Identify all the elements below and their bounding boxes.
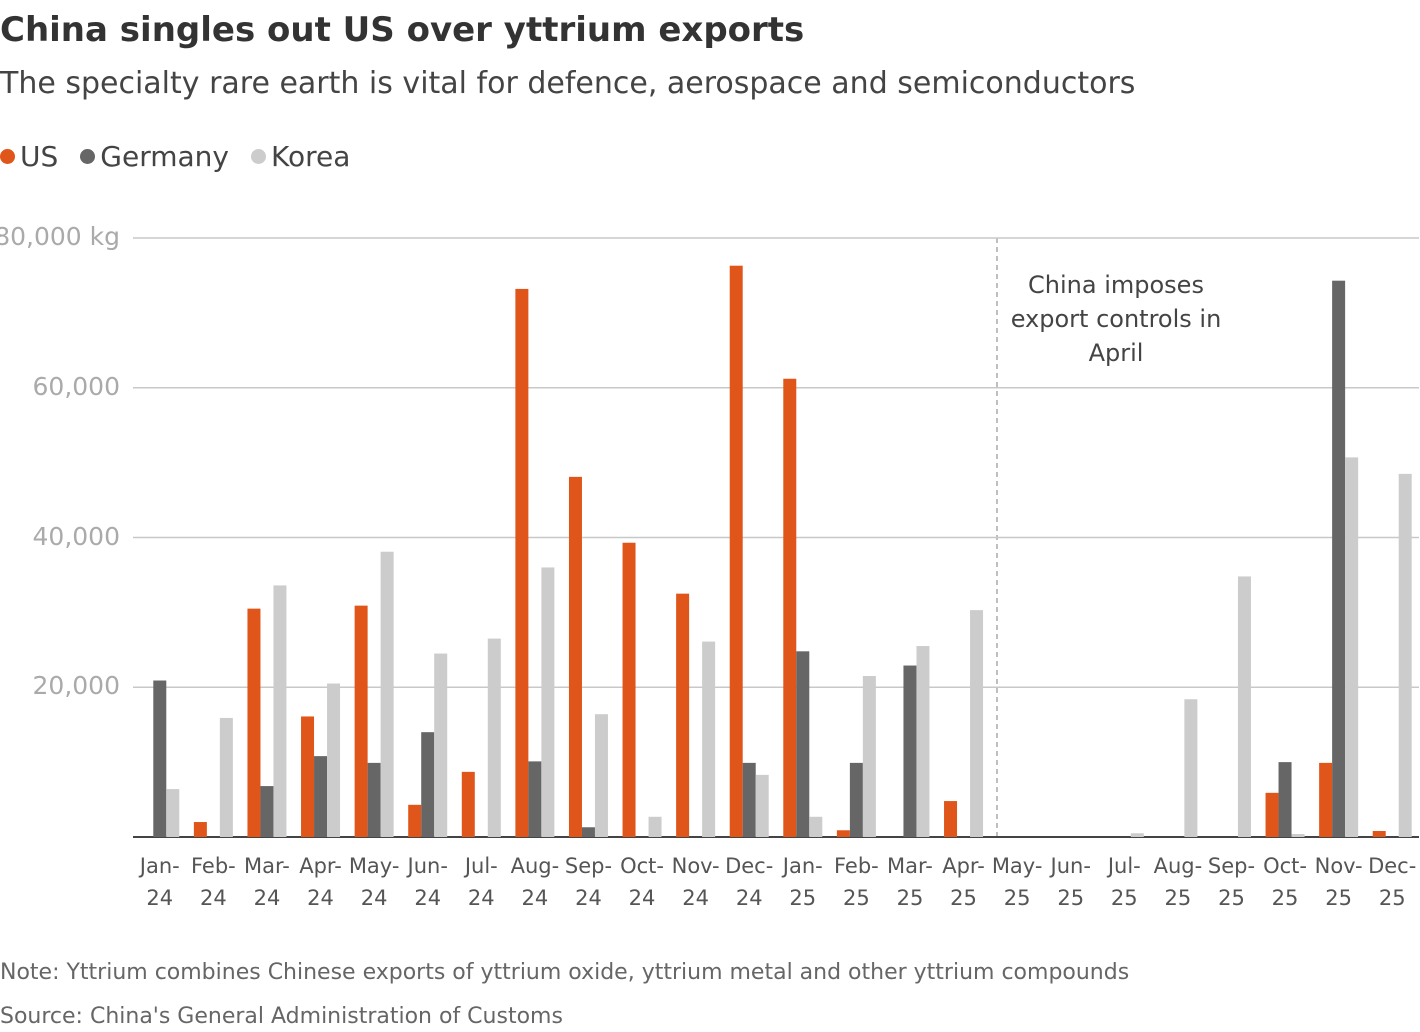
bar bbox=[301, 716, 315, 837]
bar bbox=[796, 651, 810, 837]
x-tick-label: Apr- 25 bbox=[942, 854, 985, 910]
y-tick-label: 60,000 bbox=[32, 371, 120, 401]
bar bbox=[903, 665, 917, 837]
legend-label: Germany bbox=[100, 140, 229, 173]
legend-item: Korea bbox=[250, 140, 351, 173]
x-tick-label: Oct- 25 bbox=[1263, 854, 1307, 910]
bar bbox=[862, 676, 876, 837]
bar bbox=[380, 551, 394, 837]
x-tick-label: Sep- 25 bbox=[1207, 854, 1256, 910]
y-tick-label: 20,000 bbox=[32, 671, 120, 701]
x-tick-label: May- 24 bbox=[348, 854, 400, 910]
bar bbox=[1130, 833, 1144, 837]
x-tick-label: Jan- 25 bbox=[782, 854, 823, 910]
bar bbox=[594, 714, 608, 837]
x-tick-label: Feb- 24 bbox=[190, 854, 236, 910]
bar bbox=[367, 762, 381, 837]
x-tick-label: Mar- 25 bbox=[887, 854, 933, 910]
note: Note: Yttrium combines Chinese exports o… bbox=[0, 960, 1130, 985]
bar bbox=[944, 801, 958, 837]
bar bbox=[408, 804, 422, 837]
legend-item: US bbox=[0, 140, 58, 173]
bar bbox=[676, 593, 690, 837]
bar bbox=[849, 762, 863, 837]
bar bbox=[434, 653, 448, 837]
bar bbox=[1345, 457, 1359, 837]
bar bbox=[702, 641, 716, 837]
bar bbox=[314, 756, 328, 837]
bar bbox=[648, 816, 662, 837]
bar bbox=[1291, 834, 1305, 837]
bar bbox=[916, 646, 930, 837]
x-tick-label: Jul- 24 bbox=[464, 854, 498, 910]
bar bbox=[541, 567, 555, 837]
bar bbox=[1372, 831, 1386, 837]
annotation: China imposes export controls in April bbox=[1010, 271, 1222, 367]
bar bbox=[970, 610, 984, 837]
bar bbox=[809, 816, 823, 837]
bar bbox=[354, 605, 368, 837]
legend-label: US bbox=[20, 140, 59, 173]
bar bbox=[1184, 699, 1198, 837]
chart-title: China singles out US over yttrium export… bbox=[0, 10, 805, 50]
x-tick-label: Oct- 24 bbox=[620, 854, 664, 910]
bar bbox=[260, 786, 274, 837]
x-tick-label: Aug- 24 bbox=[510, 854, 560, 910]
x-tick-label: Mar- 24 bbox=[244, 854, 290, 910]
x-tick-label: Nov- 24 bbox=[671, 854, 720, 910]
legend-swatch bbox=[80, 149, 96, 164]
bar bbox=[273, 585, 287, 837]
bar bbox=[515, 288, 529, 837]
bar bbox=[1265, 792, 1279, 837]
bar bbox=[836, 830, 850, 837]
x-tick-label: Nov- 25 bbox=[1314, 854, 1363, 910]
legend-swatch bbox=[250, 149, 266, 164]
x-tick-label: May- 25 bbox=[991, 854, 1043, 910]
bar bbox=[193, 822, 207, 837]
bar bbox=[219, 717, 233, 837]
x-tick-label: Jan- 24 bbox=[139, 854, 180, 910]
legend: US Germany Korea bbox=[0, 140, 350, 173]
bar bbox=[783, 378, 797, 837]
legend-item: Germany bbox=[80, 140, 229, 173]
bar bbox=[487, 638, 501, 837]
legend-swatch bbox=[0, 149, 15, 164]
x-tick-label: Jun- 24 bbox=[407, 854, 448, 910]
legend-label: Korea bbox=[270, 140, 351, 173]
bar bbox=[153, 680, 167, 837]
x-tick-label: Jul- 25 bbox=[1107, 854, 1141, 910]
x-tick-label: Apr- 24 bbox=[299, 854, 342, 910]
bar bbox=[1332, 280, 1346, 838]
x-tick-label: Sep- 24 bbox=[564, 854, 613, 910]
bar bbox=[421, 732, 435, 837]
source: Source: China's General Administration o… bbox=[0, 1004, 563, 1029]
bar bbox=[461, 771, 475, 837]
x-tick-label: Jun- 25 bbox=[1050, 854, 1091, 910]
y-tick-label: 80,000 kg bbox=[0, 222, 120, 251]
bar bbox=[729, 265, 743, 837]
bar bbox=[1398, 473, 1412, 837]
bar bbox=[247, 608, 261, 837]
bar bbox=[755, 774, 769, 837]
bar bbox=[1278, 762, 1292, 837]
bar bbox=[622, 542, 636, 837]
chart-subtitle: The specialty rare earth is vital for de… bbox=[0, 66, 1136, 101]
bar bbox=[1319, 762, 1333, 837]
x-tick-label: Dec- 24 bbox=[725, 854, 774, 910]
x-tick-label: Aug- 25 bbox=[1153, 854, 1203, 910]
bar bbox=[1237, 576, 1251, 837]
bar bbox=[166, 789, 180, 837]
y-tick-label: 40,000 bbox=[32, 521, 120, 551]
bar bbox=[568, 476, 582, 837]
x-tick-label: Dec- 25 bbox=[1368, 854, 1417, 910]
bar bbox=[742, 762, 756, 837]
bar bbox=[327, 683, 341, 837]
bar bbox=[528, 761, 542, 837]
x-tick-label: Feb- 25 bbox=[833, 854, 879, 910]
bar bbox=[581, 827, 595, 837]
